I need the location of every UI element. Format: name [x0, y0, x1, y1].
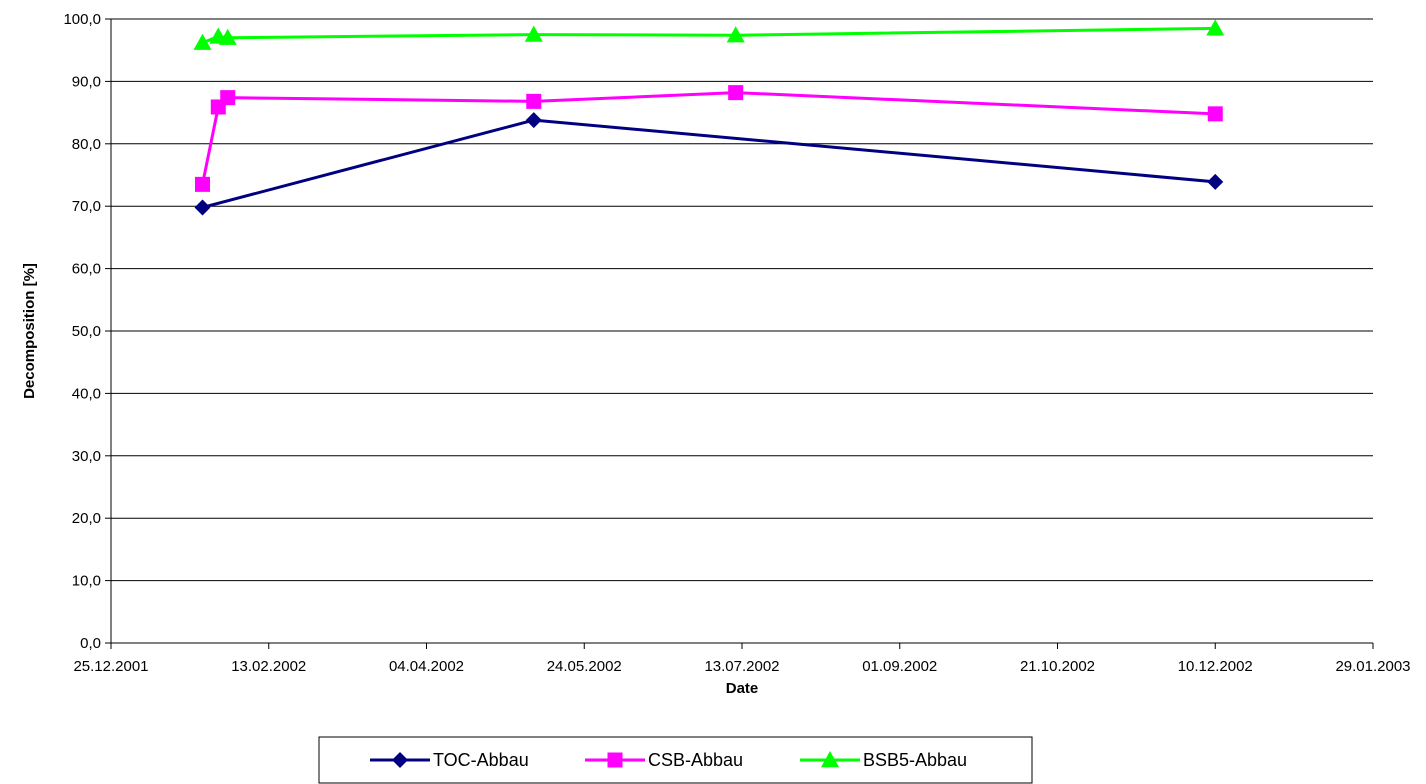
legend-label: TOC-Abbau [433, 750, 529, 770]
series-csb-abbau [194, 85, 1223, 192]
x-tick-label-5: 01.09.2002 [862, 658, 937, 675]
x-tick-label-3: 24.05.2002 [547, 658, 622, 675]
data-point-bsb5-abbau-5 [1206, 19, 1225, 36]
x-tick-label-8: 29.01.2003 [1335, 658, 1410, 675]
data-point-csb-abbau-4 [728, 85, 744, 101]
data-point-bsb5-abbau-4 [726, 26, 745, 43]
y-tick-label-2: 20,0 [72, 510, 101, 527]
y-tick-label-3: 30,0 [72, 448, 101, 465]
data-point-bsb5-abbau-3 [524, 25, 543, 42]
y-axis-title: Decomposition [%] [21, 263, 38, 399]
series-layer [193, 19, 1225, 216]
series-bsb5-abbau [193, 19, 1225, 50]
x-axis-title: Date [726, 680, 759, 697]
y-tick-label-4: 40,0 [72, 385, 101, 402]
series-line-toc-abbau [202, 118, 1216, 209]
data-point-toc-abbau-0 [194, 199, 211, 216]
y-tick-label-5: 50,0 [72, 323, 101, 340]
data-point-csb-abbau-2 [220, 90, 236, 106]
x-axis-ticks: 25.12.2001 13.02.2002 04.04.2002 24.05.2002… [73, 643, 1411, 675]
y-axis-ticks: 0,0 10,0 20,0 30,0 40,0 50,0 60,0 70,0 80,0 90,0 1… [63, 11, 111, 652]
legend-entry-bsb5-abbau: BSB5-Abbau [800, 750, 967, 770]
data-point-toc-abbau-1 [525, 112, 542, 129]
legend-marker [821, 751, 839, 768]
y-tick-label-1: 10,0 [72, 573, 101, 590]
data-point-csb-abbau-3 [526, 93, 542, 109]
x-tick-label-6: 21.10.2002 [1020, 658, 1095, 675]
legend-label: BSB5-Abbau [863, 750, 967, 770]
y-tick-label-10: 100,0 [63, 11, 101, 28]
legend-marker [607, 752, 623, 768]
x-tick-label-1: 13.02.2002 [231, 658, 306, 675]
series-toc-abbau [194, 112, 1224, 216]
x-tick-label-0: 25.12.2001 [73, 658, 148, 675]
legend-entry-csb-abbau: CSB-Abbau [585, 750, 743, 770]
y-tick-label-9: 90,0 [72, 73, 101, 90]
y-tick-label-7: 70,0 [72, 198, 101, 215]
legend-box [318, 736, 1033, 784]
legend-label: CSB-Abbau [648, 750, 743, 770]
legend: TOC-Abbau CSB-Abbau BSB5-Abbau [318, 736, 1033, 784]
legend-marker [392, 752, 408, 768]
x-tick-label-2: 04.04.2002 [389, 658, 464, 675]
data-point-csb-abbau-0 [194, 176, 210, 192]
series-line-csb-abbau [201, 91, 1216, 185]
data-point-toc-abbau-2 [1207, 173, 1224, 190]
y-tick-label-8: 80,0 [72, 136, 101, 153]
gridlines [111, 18, 1373, 582]
x-tick-label-4: 13.07.2002 [704, 658, 779, 675]
x-tick-label-7: 10.12.2002 [1178, 658, 1253, 675]
data-point-csb-abbau-5 [1207, 106, 1223, 122]
y-tick-label-0: 0,0 [80, 635, 101, 652]
legend-entry-toc-abbau: TOC-Abbau [370, 750, 529, 770]
series-line-bsb5-abbau [201, 26, 1216, 45]
data-point-bsb5-abbau-2 [218, 28, 237, 45]
y-tick-label-6: 60,0 [72, 261, 101, 278]
data-point-bsb5-abbau-0 [193, 33, 212, 50]
